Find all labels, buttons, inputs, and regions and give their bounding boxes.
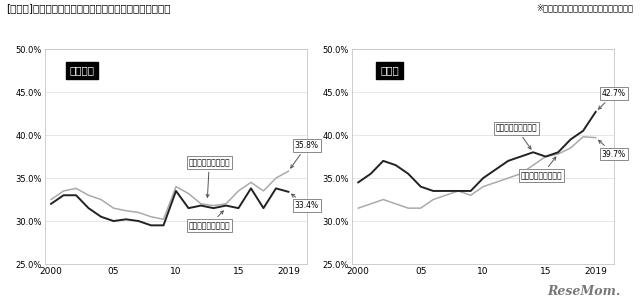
Text: 女子比率（志願者）: 女子比率（志願者）	[189, 158, 230, 197]
Text: [図表６]　医学部志願者、入学者に占める女子比率の推移: [図表６] 医学部志願者、入学者に占める女子比率の推移	[6, 3, 171, 13]
Text: 42.7%: 42.7%	[598, 89, 626, 109]
Text: 33.4%: 33.4%	[292, 194, 319, 210]
Text: 私立大: 私立大	[380, 66, 399, 76]
Text: ※文部科学省「学校基本調査」より作成。: ※文部科学省「学校基本調査」より作成。	[536, 3, 634, 12]
Text: 女子比率（入学者）: 女子比率（入学者）	[189, 211, 230, 230]
Text: 女子比率（入学者）: 女子比率（入学者）	[521, 157, 563, 180]
Text: 39.7%: 39.7%	[598, 140, 626, 159]
Text: 35.8%: 35.8%	[291, 141, 319, 168]
Text: 女子比率（志願者）: 女子比率（志願者）	[496, 124, 538, 149]
Text: ReseMom.: ReseMom.	[548, 285, 621, 298]
Text: 国公立大: 国公立大	[70, 66, 95, 76]
